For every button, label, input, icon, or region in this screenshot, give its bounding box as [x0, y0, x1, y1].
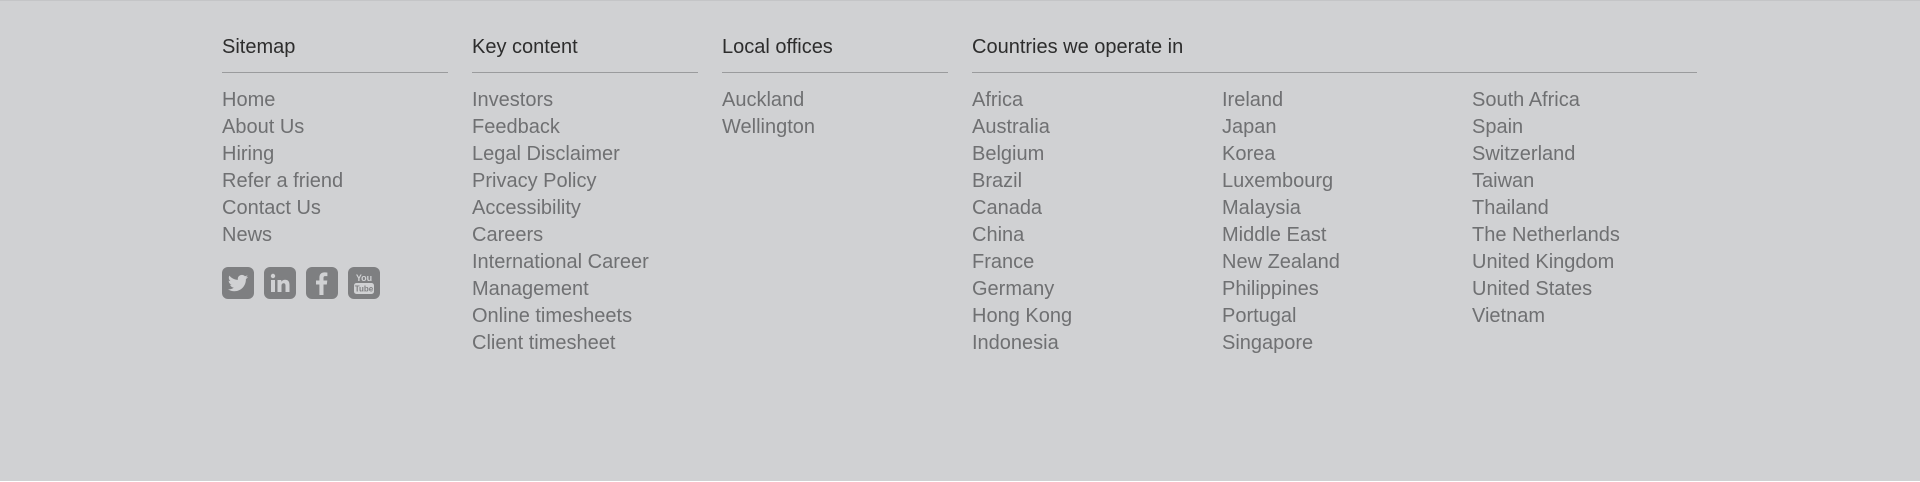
country-link[interactable]: United Kingdom	[1472, 251, 1615, 273]
country-link[interactable]: Belgium	[972, 143, 1045, 165]
sitemap-links: Home About Us Hiring Refer a friend Cont…	[222, 87, 448, 249]
country-link[interactable]: Taiwan	[1472, 170, 1535, 192]
country-link[interactable]: Portugal	[1222, 305, 1297, 327]
footer-link-refer-a-friend[interactable]: Refer a friend	[222, 170, 344, 192]
social-links: You Tube	[222, 267, 448, 299]
sitemap-heading: Sitemap	[222, 35, 448, 73]
key-content-links: Investors Feedback Legal Disclaimer Priv…	[472, 87, 662, 357]
local-offices-column: Local offices Auckland Wellington	[722, 35, 948, 141]
footer-link-international-career-management[interactable]: International Career Management	[472, 251, 649, 300]
country-link[interactable]: Middle East	[1222, 224, 1327, 246]
country-link[interactable]: Singapore	[1222, 332, 1314, 354]
country-link[interactable]: Australia	[972, 116, 1050, 138]
linkedin-icon[interactable]	[264, 267, 296, 299]
twitter-icon[interactable]	[222, 267, 254, 299]
country-link[interactable]: Thailand	[1472, 197, 1549, 219]
footer-link-careers[interactable]: Careers	[472, 224, 544, 246]
country-link[interactable]: South Africa	[1472, 89, 1580, 111]
office-link-wellington[interactable]: Wellington	[722, 116, 816, 138]
footer-link-about-us[interactable]: About Us	[222, 116, 305, 138]
country-link[interactable]: Korea	[1222, 143, 1276, 165]
footer-link-contact-us[interactable]: Contact Us	[222, 197, 321, 219]
country-link[interactable]: China	[972, 224, 1025, 246]
country-link[interactable]: United States	[1472, 278, 1593, 300]
footer-link-hiring[interactable]: Hiring	[222, 143, 275, 165]
country-link[interactable]: Ireland	[1222, 89, 1284, 111]
local-offices-heading: Local offices	[722, 35, 948, 73]
svg-text:Tube: Tube	[355, 285, 374, 294]
countries-heading: Countries we operate in	[972, 35, 1697, 73]
footer-link-privacy-policy[interactable]: Privacy Policy	[472, 170, 597, 192]
footer-link-news[interactable]: News	[222, 224, 273, 246]
key-content-column: Key content Investors Feedback Legal Dis…	[472, 35, 698, 357]
sitemap-column: Sitemap Home About Us Hiring Refer a fri…	[222, 35, 448, 299]
country-link[interactable]: Luxembourg	[1222, 170, 1334, 192]
country-link[interactable]: Philippines	[1222, 278, 1319, 300]
country-link[interactable]: Hong Kong	[972, 305, 1073, 327]
country-link[interactable]: New Zealand	[1222, 251, 1340, 273]
country-list-c: South Africa Spain Switzerland Taiwan Th…	[1472, 87, 1620, 330]
country-link[interactable]: Canada	[972, 197, 1043, 219]
country-link[interactable]: Africa	[972, 89, 1024, 111]
countries-column: Countries we operate in Africa Australia…	[972, 35, 1697, 387]
footer-link-client-timesheet[interactable]: Client timesheet	[472, 332, 616, 354]
footer-link-online-timesheets[interactable]: Online timesheets	[472, 305, 633, 327]
footer-link-investors[interactable]: Investors	[472, 89, 554, 111]
key-content-heading: Key content	[472, 35, 698, 73]
country-link[interactable]: Japan	[1222, 116, 1277, 138]
svg-text:You: You	[356, 273, 372, 283]
country-link[interactable]: France	[972, 251, 1035, 273]
youtube-icon[interactable]: You Tube	[348, 267, 380, 299]
country-link[interactable]: Spain	[1472, 116, 1524, 138]
country-link[interactable]: Indonesia	[972, 332, 1059, 354]
footer-link-legal-disclaimer[interactable]: Legal Disclaimer	[472, 143, 620, 165]
country-list-a: Africa Australia Belgium Brazil Canada C…	[972, 87, 1072, 357]
country-lists: Africa Australia Belgium Brazil Canada C…	[972, 87, 1697, 387]
local-offices-links: Auckland Wellington	[722, 87, 948, 141]
country-link[interactable]: Malaysia	[1222, 197, 1301, 219]
country-link[interactable]: Brazil	[972, 170, 1023, 192]
country-list-b: Ireland Japan Korea Luxembourg Malaysia …	[1222, 87, 1340, 357]
country-link[interactable]: Switzerland	[1472, 143, 1576, 165]
facebook-icon[interactable]	[306, 267, 338, 299]
office-link-auckland[interactable]: Auckland	[722, 89, 805, 111]
footer-link-accessibility[interactable]: Accessibility	[472, 197, 581, 219]
footer-link-home[interactable]: Home	[222, 89, 276, 111]
country-link[interactable]: The Netherlands	[1472, 224, 1620, 246]
country-link[interactable]: Vietnam	[1472, 305, 1546, 327]
country-link[interactable]: Germany	[972, 278, 1055, 300]
footer-link-feedback[interactable]: Feedback	[472, 116, 560, 138]
